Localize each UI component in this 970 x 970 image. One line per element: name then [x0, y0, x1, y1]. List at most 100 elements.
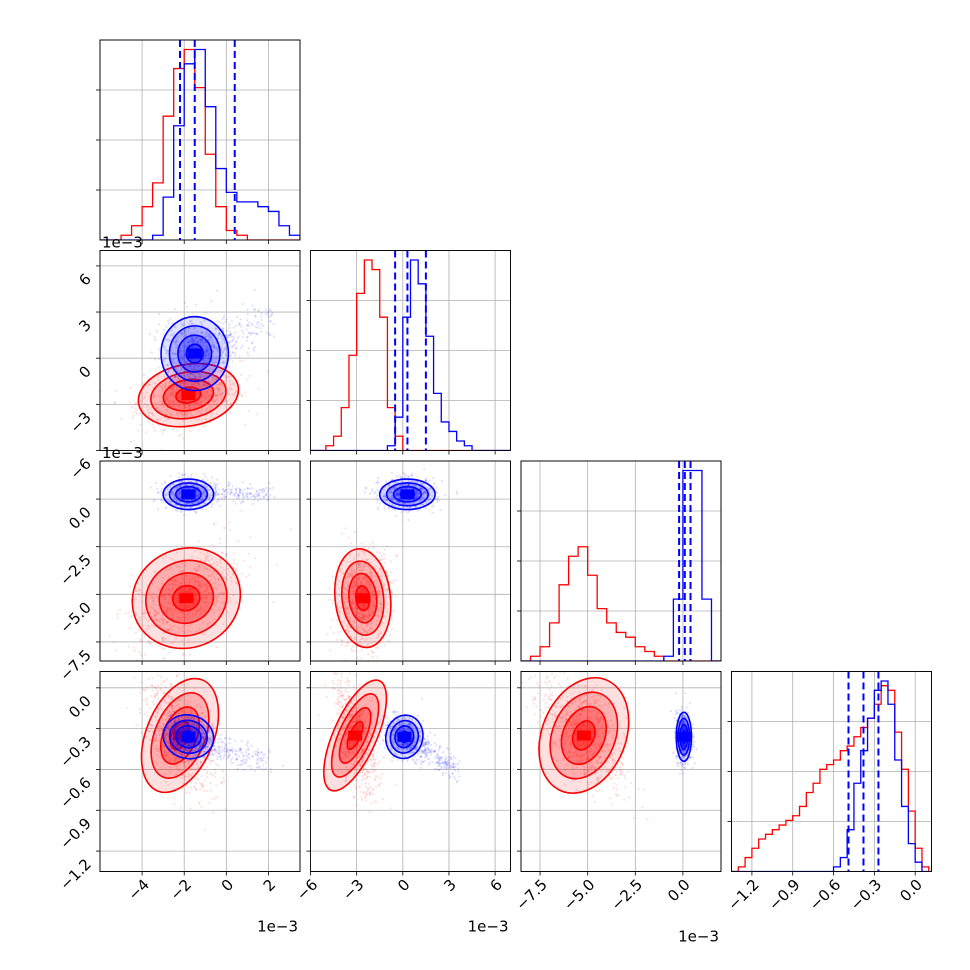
red-scatter-point [216, 399, 219, 402]
blue-scatter-point [193, 367, 197, 370]
blue-scatter-point [189, 476, 193, 479]
red-scatter-point [328, 649, 331, 652]
blue-scatter-point [162, 345, 166, 348]
red-scatter-point [168, 582, 172, 586]
red-scatter-point [383, 557, 386, 560]
blue-scatter-point [228, 333, 231, 337]
blue-scatter-point [194, 510, 197, 513]
red-scatter-point [240, 373, 243, 376]
blue-scatter-point [214, 483, 217, 486]
red-scatter-point [130, 573, 133, 576]
red-scatter-point [135, 383, 138, 386]
red-scatter-point [205, 414, 208, 417]
blue-scatter-point [235, 324, 238, 327]
red-scatter-point [220, 566, 223, 569]
blue-scatter-point [196, 493, 200, 496]
red-scatter-point [192, 603, 195, 607]
blue-scatter-point [229, 333, 232, 336]
red-scatter-point [186, 412, 189, 415]
red-scatter-point [344, 605, 347, 608]
blue-scatter-point [200, 338, 203, 341]
red-scatter-point [204, 555, 208, 559]
blue-scatter-point [234, 487, 238, 490]
blue-scatter-point [241, 491, 245, 494]
red-scatter-point [173, 384, 176, 387]
red-scatter-point [257, 387, 260, 390]
red-scatter-point [188, 653, 191, 656]
blue-scatter-point [178, 485, 181, 488]
blue-scatter-point [190, 498, 194, 502]
red-scatter-point [183, 399, 186, 402]
blue-scatter-point [218, 504, 221, 507]
red-scatter-point [201, 582, 205, 585]
red-scatter-point [193, 376, 196, 379]
blue-scatter-point [178, 500, 181, 503]
red-scatter-point [165, 411, 168, 414]
red-scatter-point [346, 641, 349, 644]
red-scatter-point [141, 624, 144, 627]
blue-scatter-point [203, 364, 206, 367]
blue-scatter-point [180, 506, 183, 509]
red-scatter-point [167, 589, 170, 592]
blue-scatter-point [203, 341, 206, 344]
red-scatter-point [165, 382, 168, 385]
blue-scatter-point [233, 343, 236, 346]
red-scatter-point [202, 567, 205, 571]
blue-scatter-point [192, 372, 195, 375]
blue-scatter-point [180, 323, 184, 326]
blue-scatter-point [173, 496, 176, 500]
red-scatter-point [172, 579, 175, 582]
blue-scatter-point [203, 472, 206, 476]
red-scatter-point [204, 559, 207, 562]
blue-scatter-point [253, 314, 257, 317]
red-scatter-point [336, 565, 339, 568]
red-scatter-point [355, 657, 358, 660]
blue-scatter-point [235, 347, 238, 350]
blue-scatter-point [262, 490, 265, 493]
blue-scatter-point [222, 490, 226, 494]
red-scatter-point [149, 411, 152, 414]
red-scatter-point [338, 594, 341, 597]
red-scatter-point [188, 591, 191, 594]
blue-scatter-point [196, 393, 200, 396]
blue-scatter-point [198, 492, 201, 495]
blue-scatter-point [230, 332, 233, 336]
red-scatter-point [187, 639, 190, 642]
panel-border [99, 460, 301, 662]
blue-scatter-point [197, 340, 200, 344]
blue-scatter-point [249, 491, 252, 494]
red-scatter-point [154, 381, 157, 385]
blue-scatter-point [214, 491, 217, 494]
blue-scatter-point [193, 339, 196, 342]
red-scatter-point [193, 598, 197, 601]
red-scatter-point [133, 646, 136, 649]
blue-scatter-point [375, 496, 378, 499]
blue-contour [162, 478, 215, 511]
blue-scatter-point [241, 496, 244, 499]
blue-scatter-point [214, 491, 218, 494]
red-scatter-point [164, 685, 167, 688]
red-scatter-point [152, 395, 155, 398]
red-scatter-point [179, 570, 182, 573]
red-scatter-point [185, 381, 188, 384]
red-scatter-point [346, 599, 349, 603]
blue-scatter-point [169, 387, 172, 390]
blue-scatter-point [365, 487, 368, 490]
blue-scatter-point [172, 495, 176, 499]
red-scatter-point [196, 777, 199, 780]
red-scatter-point [358, 616, 361, 619]
red-scatter-point [373, 604, 376, 608]
blue-scatter-point [169, 500, 172, 503]
red-scatter-point [228, 597, 231, 600]
red-scatter-point [199, 400, 203, 403]
red-scatter-point [120, 417, 123, 420]
red-scatter-point [155, 402, 158, 405]
blue-contour [185, 343, 204, 364]
blue-scatter-point [196, 341, 200, 345]
blue-scatter-point [194, 304, 197, 307]
red-scatter-point [367, 565, 370, 568]
blue-scatter-point [192, 345, 195, 349]
red-scatter-point [187, 629, 190, 632]
red-scatter-point [203, 768, 207, 771]
red-scatter-point [356, 611, 359, 614]
